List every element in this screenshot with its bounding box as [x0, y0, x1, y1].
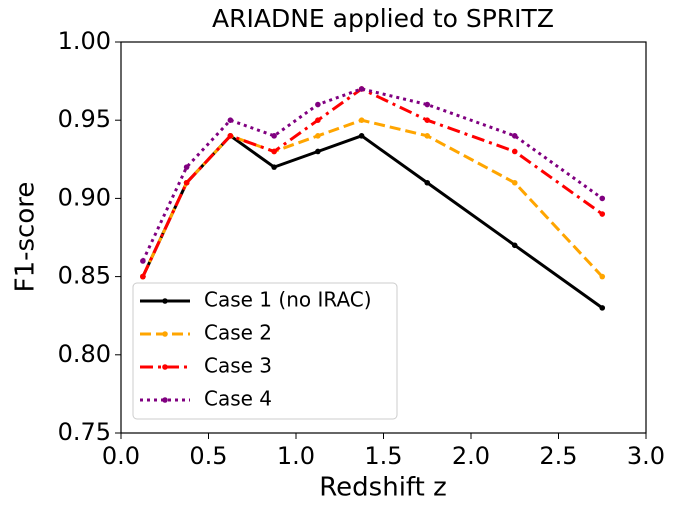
point — [511, 148, 518, 155]
legend-marker — [162, 397, 168, 403]
legend-label: Case 4 — [204, 387, 272, 411]
legend-label: Case 1 (no IRAC) — [204, 288, 372, 312]
point — [315, 117, 321, 123]
x-axis-label: Redshift z — [319, 473, 446, 503]
point — [358, 133, 365, 139]
point — [271, 148, 277, 155]
point — [315, 148, 321, 155]
point — [599, 195, 606, 202]
point — [183, 179, 190, 186]
point — [227, 117, 234, 123]
y-tick-label: 0.85 — [58, 262, 111, 290]
point — [599, 211, 606, 217]
legend-box — [132, 282, 398, 420]
series-line — [141, 87, 604, 278]
point — [599, 305, 606, 311]
x-tick-label: 2.0 — [452, 442, 490, 470]
point — [424, 179, 431, 186]
point — [140, 258, 146, 264]
series-line — [141, 87, 604, 262]
x-tick-label: 0.0 — [102, 442, 140, 470]
legend-label: Case 2 — [204, 321, 272, 345]
y-axis-label: F1-score — [11, 182, 41, 293]
legend-marker — [162, 364, 168, 370]
y-tick-label: 0.90 — [58, 183, 111, 211]
x-tick-label: 0.5 — [189, 442, 227, 470]
point — [424, 101, 431, 108]
point — [599, 273, 606, 280]
legend-label: Case 3 — [204, 354, 272, 378]
x-tick-label: 3.0 — [627, 442, 665, 470]
point — [511, 179, 518, 186]
point — [358, 86, 365, 92]
x-tick-label: 1.0 — [277, 442, 315, 470]
y-tick-label: 0.95 — [58, 105, 111, 133]
point — [315, 101, 321, 108]
point — [140, 273, 146, 280]
point — [424, 117, 431, 123]
point — [511, 133, 518, 139]
y-tick-label: 0.75 — [58, 418, 111, 446]
point — [358, 117, 365, 123]
point — [424, 133, 431, 139]
point — [315, 133, 321, 139]
point — [511, 242, 518, 249]
legend-marker — [162, 298, 168, 304]
chart-title: ARIADNE applied to SPRITZ — [212, 4, 554, 33]
point — [227, 133, 234, 139]
y-tick-label: 1.00 — [58, 27, 111, 55]
x-tick-label: 1.5 — [364, 442, 402, 470]
plot-frame — [120, 41, 647, 434]
legend-marker — [162, 331, 168, 337]
point — [271, 164, 277, 170]
x-tick-label: 2.5 — [539, 442, 577, 470]
series-line — [141, 133, 604, 310]
y-tick-label: 0.80 — [58, 340, 111, 368]
point — [183, 164, 190, 170]
point — [271, 133, 277, 139]
